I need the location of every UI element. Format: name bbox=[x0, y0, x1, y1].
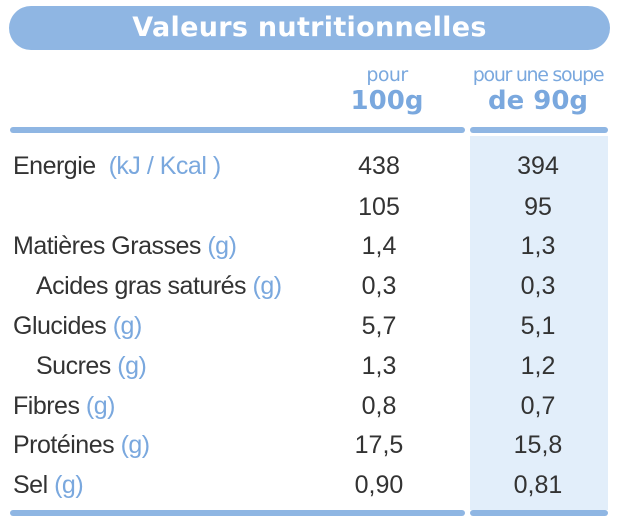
nutrient-name: Matières Grasses bbox=[13, 232, 201, 260]
nutrient-name: Fibres bbox=[13, 392, 80, 420]
nutrient-name: Energie bbox=[13, 152, 96, 180]
value-per-serving: 1,2 bbox=[520, 352, 556, 380]
value-per-serving: 1,3 bbox=[520, 232, 556, 260]
table-row-proteines: Protéines (g) 17,5 15,8 bbox=[0, 425, 617, 465]
header-divider-serving bbox=[470, 127, 608, 133]
nutrient-unit: (g) bbox=[54, 471, 84, 499]
row-label: Protéines (g) bbox=[13, 425, 150, 465]
nutrient-name: Sucres bbox=[36, 352, 111, 380]
value-per-serving: 394 bbox=[517, 152, 559, 180]
value-per-100g: 1,4 bbox=[361, 232, 397, 260]
table-row-matieres-grasses: Matières Grasses (g) 1,4 1,3 bbox=[0, 226, 617, 266]
row-label: Sucres (g) bbox=[36, 346, 147, 386]
value-per-100g: 1,3 bbox=[361, 352, 397, 380]
nutrient-unit: (g) bbox=[207, 232, 237, 260]
column-header-per-serving-line2: de 90g bbox=[487, 86, 589, 116]
value-per-serving: 15,8 bbox=[513, 431, 563, 459]
nutrient-unit: (g) bbox=[252, 272, 283, 300]
nutrient-unit: (g) bbox=[120, 431, 151, 459]
value-per-100g: 17,5 bbox=[354, 431, 404, 459]
table-row-acides-gras-satures: Acides gras saturés (g) 0,3 0,3 bbox=[0, 266, 617, 306]
value-per-100g: 0,90 bbox=[354, 471, 404, 499]
footer-divider-serving bbox=[470, 510, 608, 516]
row-label: Energie (kJ / Kcal ) bbox=[13, 146, 221, 186]
column-header-per-100g-line1: pour bbox=[366, 64, 408, 86]
nutrient-unit: (g) bbox=[117, 352, 147, 380]
row-label: Glucides (g) bbox=[13, 306, 142, 346]
nutrient-unit: (kJ / Kcal ) bbox=[108, 152, 222, 180]
row-label: Fibres (g) bbox=[13, 386, 115, 426]
value-per-100g: 438 bbox=[358, 152, 400, 180]
table-row-sel: Sel (g) 0,90 0,81 bbox=[0, 465, 617, 505]
value-per-100g: 0,8 bbox=[361, 392, 397, 420]
value-per-100g: 105 bbox=[358, 193, 400, 221]
header-divider bbox=[10, 127, 465, 133]
column-header-per-serving: pour une soupe de 90g bbox=[468, 64, 608, 116]
serving-column-background bbox=[470, 136, 608, 510]
table-row-glucides: Glucides (g) 5,7 5,1 bbox=[0, 306, 617, 346]
row-label: Sel (g) bbox=[13, 465, 84, 505]
nutrient-unit: (g) bbox=[85, 392, 116, 420]
footer-divider bbox=[10, 510, 465, 516]
table-row-sucres: Sucres (g) 1,3 1,2 bbox=[0, 346, 617, 386]
column-header-per-serving-line1: pour une soupe bbox=[472, 64, 605, 86]
nutrient-name: Acides gras saturés bbox=[36, 272, 247, 300]
value-per-serving: 0,7 bbox=[520, 392, 556, 420]
value-per-serving: 0,81 bbox=[513, 471, 563, 499]
row-label: Matières Grasses (g) bbox=[13, 226, 237, 266]
value-per-100g: 5,7 bbox=[361, 312, 397, 340]
table-row-energie: Energie (kJ / Kcal ) 438 394 bbox=[0, 146, 617, 186]
column-header-per-100g: pour 100g bbox=[337, 64, 437, 116]
table-row-fibres: Fibres (g) 0,8 0,7 bbox=[0, 386, 617, 426]
nutrient-name: Protéines bbox=[13, 431, 115, 459]
nutrient-name: Sel bbox=[13, 471, 48, 499]
value-per-serving: 95 bbox=[524, 193, 552, 221]
row-label: Acides gras saturés (g) bbox=[36, 266, 282, 306]
value-per-serving: 0,3 bbox=[520, 272, 556, 300]
table-title: Valeurs nutritionnelles bbox=[9, 6, 610, 50]
nutrient-name: Glucides bbox=[13, 312, 107, 340]
table-row-energie-kcal: 105 95 bbox=[0, 187, 617, 227]
nutrient-unit: (g) bbox=[112, 312, 143, 340]
column-header-per-100g-line2: 100g bbox=[350, 86, 424, 116]
value-per-100g: 0,3 bbox=[361, 272, 397, 300]
value-per-serving: 5,1 bbox=[520, 312, 556, 340]
